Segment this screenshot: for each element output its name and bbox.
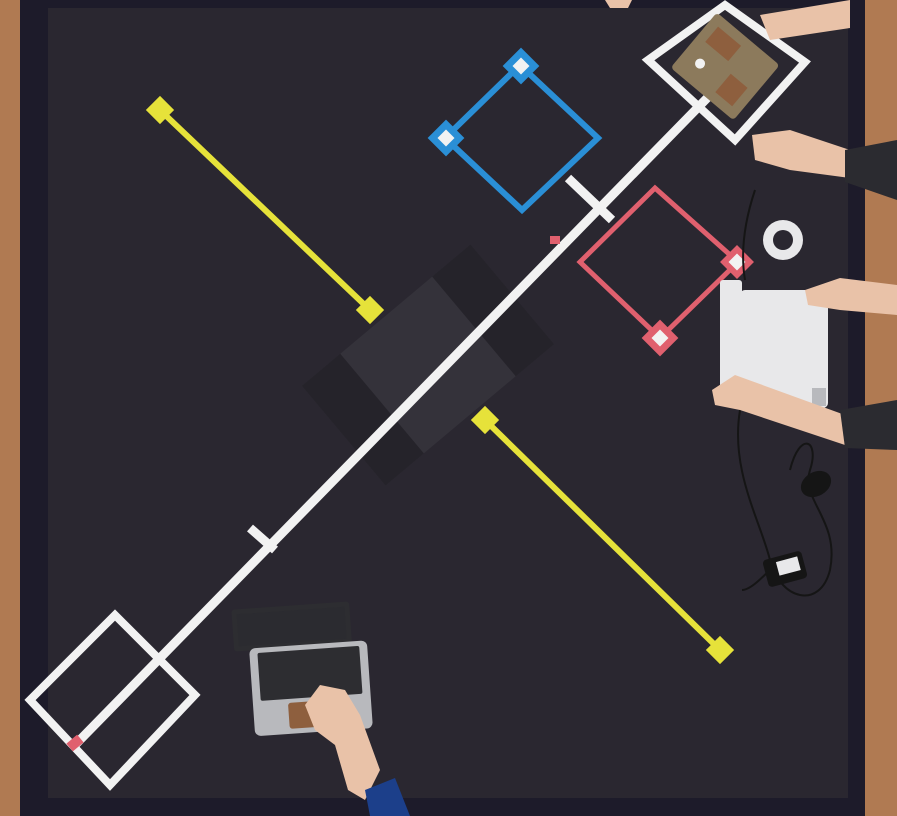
ramp [301,244,555,486]
blue-zone [440,60,603,215]
blue-corner-left-inner [437,129,455,147]
arm-right-3 [712,375,845,445]
hand-bottom [305,685,380,800]
tape-roll-icon [763,220,803,260]
start-marker [66,734,84,752]
robot-icon [672,14,779,119]
yellow-line-lower [482,417,723,653]
center-marker [550,236,560,244]
sleeve-right [845,140,897,200]
center-line [71,86,719,749]
power-label [775,556,801,576]
mouse [800,470,832,498]
arm-right-2 [805,278,897,315]
laptop-icon [231,601,373,736]
arm-top-right [760,0,850,40]
start-square [24,609,201,791]
yellow-cap-4 [705,635,735,665]
center-tick [247,524,278,554]
sleeve-bottom [365,778,410,816]
yellow-cap-2 [355,295,385,325]
hand-top [605,0,632,8]
robot-square [641,0,811,146]
sleeve-right-2 [840,400,897,450]
blue-corner-top-inner [512,57,530,75]
laptop-icon-right [720,280,828,408]
red-corner-right-inner [728,253,746,271]
yellow-line-upper [157,107,373,313]
center-tick-2 [564,174,616,224]
yellow-cap-3 [470,405,500,435]
red-corner-bottom-inner [651,329,669,347]
arm-right-1 [752,130,850,178]
